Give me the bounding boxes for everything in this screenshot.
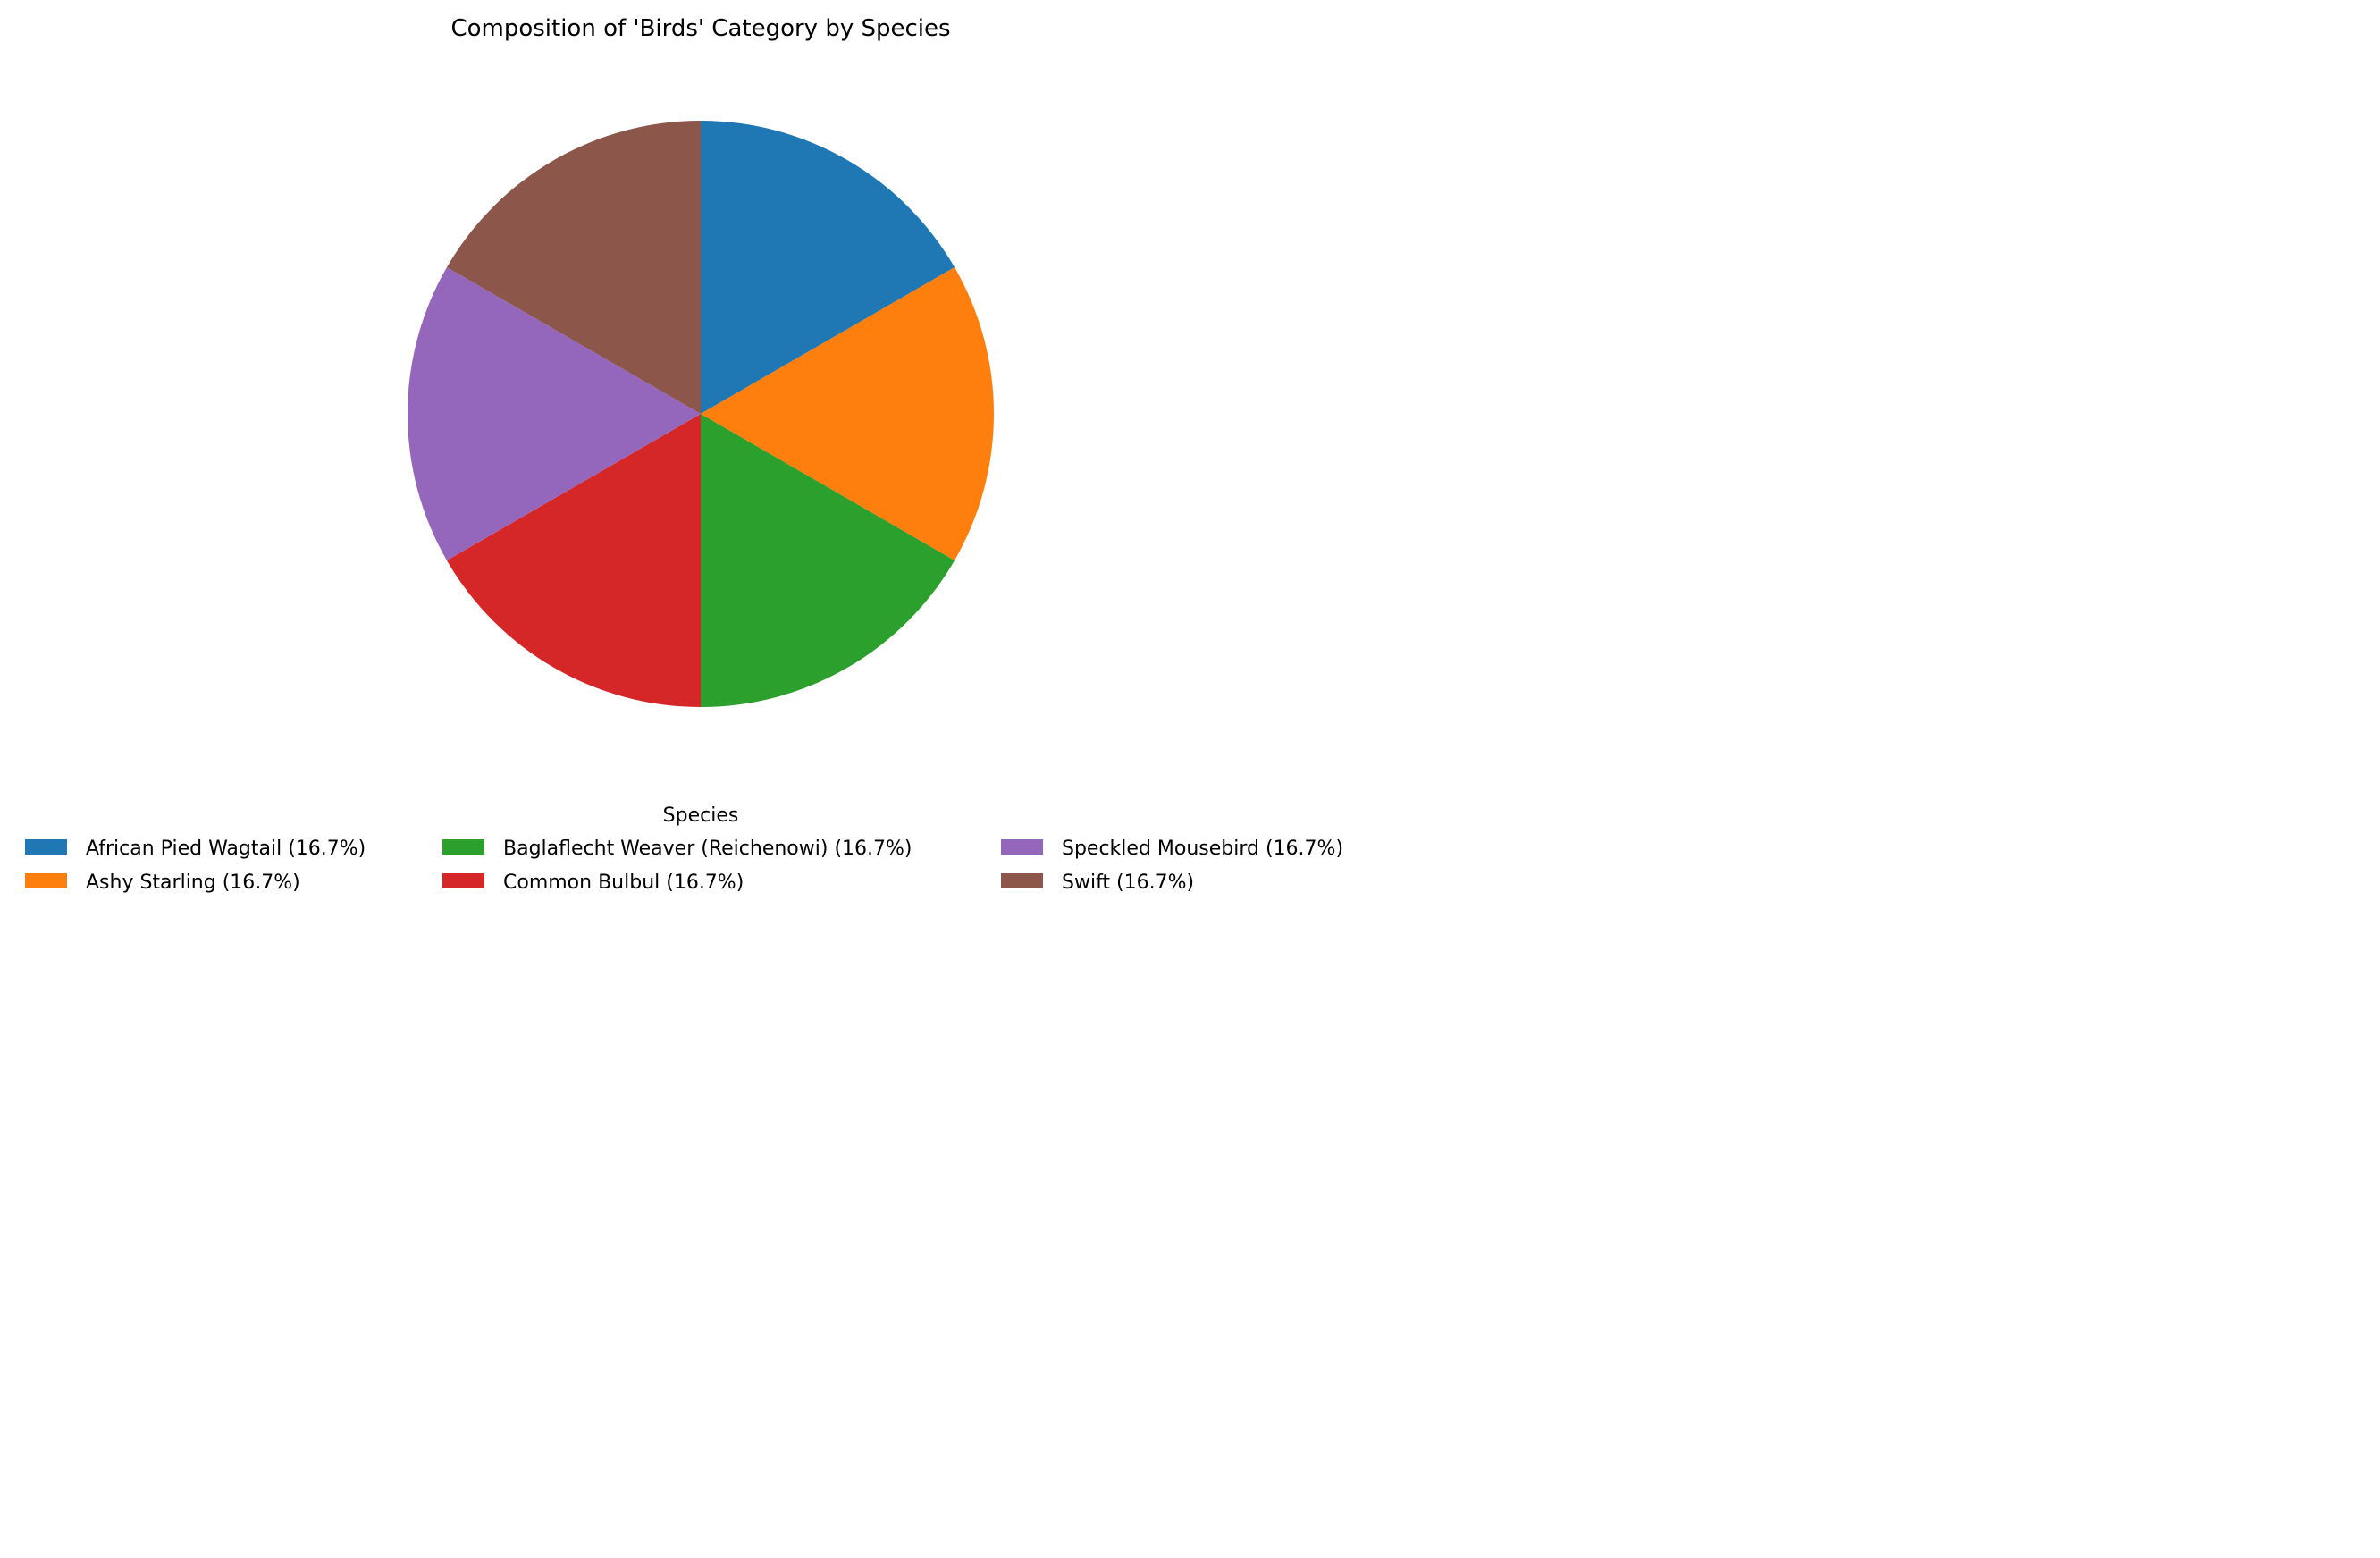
legend-swatch-5 bbox=[1001, 839, 1043, 855]
legend-swatch-2 bbox=[25, 873, 67, 888]
pie-slice-4 bbox=[446, 414, 701, 707]
legend-label-4: Common Bulbul (16.7%) bbox=[503, 872, 744, 894]
legend-label-2: Ashy Starling (16.7%) bbox=[86, 872, 300, 894]
legend-swatch-1 bbox=[25, 839, 67, 855]
pie-slice-1 bbox=[701, 121, 955, 414]
pie-slices bbox=[407, 121, 994, 707]
pie-slice-6 bbox=[446, 121, 701, 414]
legend-swatch-3 bbox=[442, 839, 484, 855]
pie-slice-3 bbox=[701, 414, 955, 707]
chart-title: Composition of 'Birds' Category by Speci… bbox=[450, 15, 950, 42]
legend-label-5: Speckled Mousebird (16.7%) bbox=[1062, 838, 1343, 860]
legend-swatch-6 bbox=[1001, 873, 1043, 888]
pie-slice-5 bbox=[407, 267, 701, 560]
legend-label-6: Swift (16.7%) bbox=[1062, 872, 1194, 894]
legend-swatch-4 bbox=[442, 873, 484, 888]
pie-chart: Composition of 'Birds' Category by Speci… bbox=[25, 15, 1343, 894]
legend-label-1: African Pied Wagtail (16.7%) bbox=[86, 838, 366, 860]
legend-title: Species bbox=[663, 804, 739, 827]
pie-slice-2 bbox=[701, 267, 994, 560]
legend: African Pied Wagtail (16.7%) Ashy Starlin… bbox=[25, 838, 1343, 894]
legend-label-3: Baglaflecht Weaver (Reichenowi) (16.7%) bbox=[503, 838, 912, 860]
